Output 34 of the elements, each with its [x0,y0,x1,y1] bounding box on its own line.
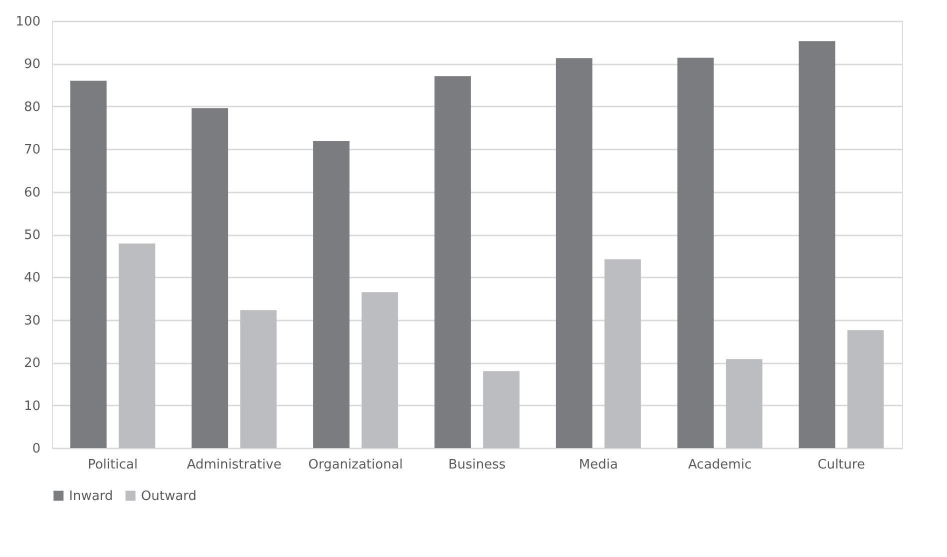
x-tick-label: Political [88,458,138,472]
x-tick-label: Culture [818,458,865,472]
y-tick-label: 70 [24,142,40,158]
bar [483,371,520,448]
x-tick-label: Organizational [308,458,403,472]
y-tick-label: 50 [24,228,40,243]
y-tick-label: 60 [24,185,40,200]
bar [118,243,156,448]
x-tick-label: Business [448,458,506,472]
x-tick-label: Media [578,458,618,472]
bar [556,58,592,448]
bar [677,58,714,448]
y-tick-label: 40 [24,270,40,286]
bar [240,310,277,448]
bar [798,41,836,448]
legend-label: Inward [69,488,114,504]
y-tick-label: 90 [24,57,40,72]
legend-label: Outward [141,488,197,504]
bar [313,140,350,448]
bar [434,76,471,448]
y-tick-label: 20 [24,356,40,372]
x-tick-label: Administrative [186,458,282,472]
y-tick-label: 0 [32,442,40,456]
y-tick-label: 80 [24,100,40,115]
bar [192,108,228,448]
bar [604,259,641,448]
y-tick-label: 10 [24,398,40,414]
x-tick-label: Academic [688,458,752,472]
bar [362,292,398,448]
bar [70,80,107,448]
bar [726,359,762,448]
y-tick-label: 30 [24,313,40,328]
y-tick-label: 100 [16,14,40,30]
bar [847,330,884,448]
